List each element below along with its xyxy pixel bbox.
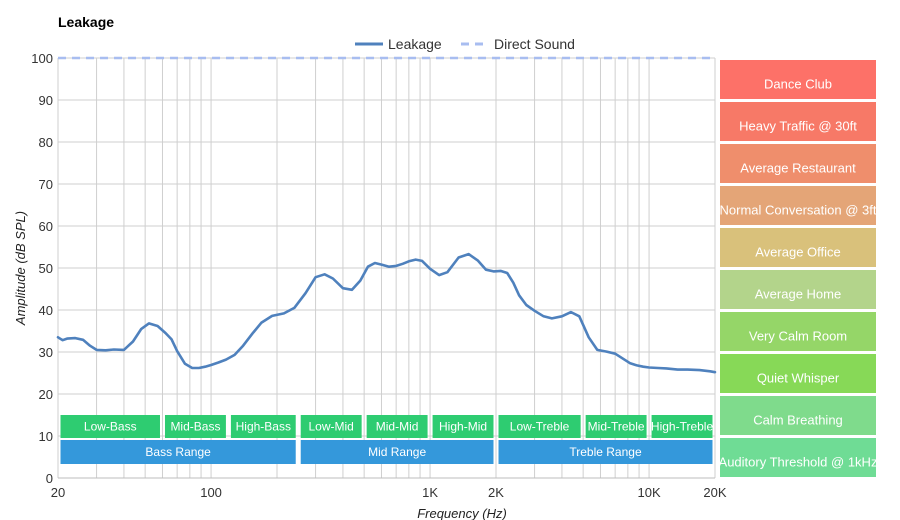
reference-heavy-traffic-30ft: [720, 102, 876, 141]
legend-label-leakage: Leakage: [388, 36, 442, 52]
x-tick-1k: 1K: [422, 485, 438, 500]
reference-average-home: [720, 270, 876, 309]
y-tick-labels: 0 10 20 30 40 50 60 70 80 90 100: [31, 51, 53, 486]
band-high-treble: [651, 415, 713, 438]
grid-lines: [57, 57, 716, 479]
x-tick-10k: 10K: [638, 485, 661, 500]
band-label-high-treble: High-Treble: [651, 420, 714, 434]
y-axis-label: Amplitude (dB SPL): [13, 211, 28, 326]
band-label-low-mid: Low-Mid: [309, 420, 354, 434]
y-tick-70: 70: [39, 177, 53, 192]
reference-label-dance-club: Dance Club: [764, 77, 832, 92]
y-tick-60: 60: [39, 219, 53, 234]
reference-label-normal-conversation-3ft: Normal Conversation @ 3ft: [720, 203, 877, 218]
band-label-treble-range: Treble Range: [569, 445, 642, 459]
legend-label-direct-sound: Direct Sound: [494, 36, 575, 52]
x-tick-20: 20: [51, 485, 65, 500]
band-bass-range: [60, 440, 296, 464]
band-label-high-bass: High-Bass: [236, 420, 291, 434]
band-label-high-mid: High-Mid: [439, 420, 487, 434]
band-label-low-bass: Low-Bass: [84, 420, 137, 434]
band-treble-range: [498, 440, 713, 464]
frequency-bands: Low-Bass Mid-Bass High-Bass Low-Mid Mid-Mid H…: [60, 415, 714, 464]
x-tick-20k: 20K: [703, 485, 726, 500]
chart-title: Leakage: [58, 14, 114, 30]
reference-very-calm-room: [720, 312, 876, 351]
band-mid-treble: [585, 415, 647, 438]
band-label-bass-range: Bass Range: [145, 445, 211, 459]
reference-label-very-calm-room: Very Calm Room: [749, 329, 847, 344]
reference-label-auditory-threshold-1khz: Auditory Threshold @ 1kHz: [719, 455, 878, 470]
band-low-bass: [60, 415, 160, 438]
band-low-mid: [300, 415, 362, 438]
reference-label-calm-breathing: Calm Breathing: [753, 413, 843, 428]
reference-label-quiet-whisper: Quiet Whisper: [757, 371, 840, 386]
band-mid-mid: [366, 415, 428, 438]
band-label-low-treble: Low-Treble: [510, 420, 570, 434]
y-tick-100: 100: [31, 51, 53, 66]
band-low-treble: [498, 415, 581, 438]
reference-normal-conversation-3ft: [720, 186, 876, 225]
series-leakage: [56, 252, 717, 374]
band-label-mid-treble: Mid-Treble: [588, 420, 645, 434]
band-label-mid-range: Mid Range: [368, 445, 426, 459]
x-tick-2k: 2K: [488, 485, 504, 500]
reference-label-average-office: Average Office: [755, 245, 841, 260]
y-tick-80: 80: [39, 135, 53, 150]
reference-label-average-home: Average Home: [755, 287, 841, 302]
reference-quiet-whisper: [720, 354, 876, 393]
y-tick-90: 90: [39, 93, 53, 108]
band-mid-bass: [164, 415, 226, 438]
reference-auditory-threshold-1khz: [720, 438, 876, 477]
x-axis-label: Frequency (Hz): [417, 506, 507, 520]
reference-average-restaurant: [720, 144, 876, 183]
reference-label-heavy-traffic-30ft: Heavy Traffic @ 30ft: [739, 119, 857, 134]
y-tick-10: 10: [39, 429, 53, 444]
band-label-mid-bass: Mid-Bass: [170, 420, 220, 434]
reference-label-average-restaurant: Average Restaurant: [740, 161, 856, 176]
series-lines: [56, 56, 717, 374]
x-tick-labels: 20 100 1K 2K 10K 20K: [51, 485, 727, 500]
y-tick-0: 0: [46, 471, 53, 486]
y-tick-30: 30: [39, 345, 53, 360]
legend: Leakage Direct Sound: [355, 36, 575, 52]
band-mid-range: [300, 440, 494, 464]
band-label-mid-mid: Mid-Mid: [376, 420, 419, 434]
reference-levels: Dance Club Heavy Traffic @ 30ft Average Re…: [719, 60, 878, 477]
reference-dance-club: [720, 60, 876, 99]
band-high-bass: [230, 415, 296, 438]
reference-average-office: [720, 228, 876, 267]
y-tick-40: 40: [39, 303, 53, 318]
reference-calm-breathing: [720, 396, 876, 435]
y-tick-50: 50: [39, 261, 53, 276]
y-tick-20: 20: [39, 387, 53, 402]
band-high-mid: [432, 415, 494, 438]
x-tick-100: 100: [200, 485, 222, 500]
